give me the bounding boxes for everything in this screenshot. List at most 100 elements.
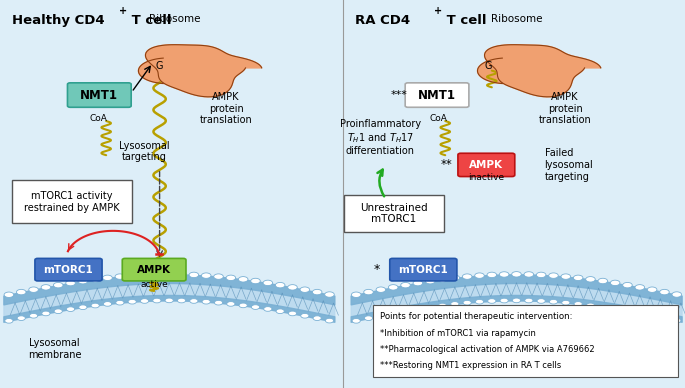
Circle shape [140, 299, 149, 303]
Circle shape [103, 301, 112, 306]
Text: +: + [434, 6, 442, 16]
Text: mTORC1 activity
restrained by AMPK: mTORC1 activity restrained by AMPK [24, 191, 120, 213]
Circle shape [414, 307, 422, 312]
Circle shape [598, 278, 608, 284]
Circle shape [524, 272, 534, 277]
Circle shape [17, 316, 25, 320]
Polygon shape [138, 58, 168, 83]
Circle shape [463, 300, 471, 305]
Text: Ribosome: Ribosome [491, 14, 543, 24]
Text: G: G [485, 61, 492, 71]
Circle shape [401, 282, 410, 288]
Circle shape [152, 272, 162, 277]
FancyBboxPatch shape [67, 83, 131, 107]
Circle shape [610, 280, 620, 286]
Circle shape [226, 275, 236, 281]
Circle shape [573, 275, 583, 281]
Text: AMPK: AMPK [137, 265, 171, 275]
Circle shape [214, 300, 223, 305]
Circle shape [487, 272, 497, 278]
Circle shape [673, 318, 681, 323]
Circle shape [450, 275, 460, 281]
Circle shape [586, 303, 595, 308]
Circle shape [647, 287, 657, 293]
Circle shape [586, 277, 595, 282]
Text: +: + [119, 6, 127, 16]
Circle shape [325, 292, 334, 297]
Circle shape [41, 285, 51, 290]
Circle shape [201, 273, 211, 278]
FancyBboxPatch shape [12, 180, 132, 223]
Circle shape [264, 307, 272, 311]
Circle shape [536, 272, 546, 278]
Circle shape [325, 318, 334, 323]
Circle shape [263, 280, 273, 286]
Circle shape [79, 305, 87, 310]
Circle shape [388, 285, 398, 290]
FancyBboxPatch shape [344, 195, 444, 232]
Circle shape [288, 311, 297, 316]
Circle shape [300, 287, 310, 293]
Text: Lysosomal
targeting: Lysosomal targeting [119, 140, 169, 162]
Text: active: active [140, 280, 168, 289]
Text: *: * [374, 263, 380, 276]
Circle shape [301, 314, 309, 318]
Circle shape [189, 272, 199, 278]
Circle shape [413, 281, 423, 286]
Text: Points for potential therapeutic intervention:: Points for potential therapeutic interve… [380, 312, 573, 321]
Circle shape [238, 277, 248, 282]
Circle shape [313, 316, 321, 320]
Circle shape [525, 298, 533, 303]
Circle shape [42, 311, 50, 316]
Circle shape [352, 319, 360, 323]
FancyBboxPatch shape [406, 83, 469, 107]
Text: Unrestrained
mTORC1: Unrestrained mTORC1 [360, 203, 427, 224]
Text: T cell: T cell [127, 14, 171, 27]
Text: ***: *** [390, 90, 408, 100]
FancyBboxPatch shape [122, 258, 186, 281]
Circle shape [103, 275, 112, 281]
Text: AMPK
protein
translation: AMPK protein translation [538, 92, 592, 125]
Text: mTORC1: mTORC1 [44, 265, 93, 275]
Circle shape [275, 282, 285, 288]
Circle shape [214, 274, 223, 279]
Circle shape [376, 287, 386, 293]
FancyBboxPatch shape [35, 258, 102, 281]
Circle shape [239, 303, 247, 308]
Circle shape [276, 309, 284, 314]
Text: **: ** [440, 158, 452, 171]
Circle shape [537, 299, 545, 303]
Circle shape [351, 292, 361, 298]
Circle shape [426, 305, 434, 310]
Circle shape [611, 307, 619, 311]
Circle shape [288, 285, 297, 290]
Circle shape [127, 273, 137, 278]
Text: Lysosomal
membrane: Lysosomal membrane [28, 338, 82, 360]
Circle shape [438, 277, 447, 282]
Circle shape [561, 274, 571, 279]
Circle shape [636, 311, 644, 316]
Text: Ribosome: Ribosome [149, 14, 201, 24]
Circle shape [488, 299, 496, 303]
Text: RA CD4: RA CD4 [355, 14, 410, 27]
Circle shape [190, 299, 198, 303]
Circle shape [202, 300, 210, 304]
Circle shape [672, 292, 682, 297]
Text: *Inhibition of mTORC1 via rapamycin: *Inhibition of mTORC1 via rapamycin [380, 329, 536, 338]
Polygon shape [145, 45, 262, 97]
Polygon shape [484, 45, 601, 97]
Circle shape [451, 301, 459, 306]
Circle shape [128, 300, 136, 304]
Bar [373, 305, 678, 377]
Circle shape [623, 282, 632, 288]
Circle shape [66, 307, 75, 312]
Circle shape [5, 319, 13, 323]
Text: Failed
lysosomal
targeting: Failed lysosomal targeting [545, 148, 593, 182]
Circle shape [462, 274, 472, 279]
Circle shape [66, 281, 75, 286]
Circle shape [140, 272, 149, 278]
Polygon shape [477, 58, 507, 83]
Circle shape [660, 289, 669, 295]
Text: Healthy CD4: Healthy CD4 [12, 14, 105, 27]
Circle shape [500, 298, 508, 303]
